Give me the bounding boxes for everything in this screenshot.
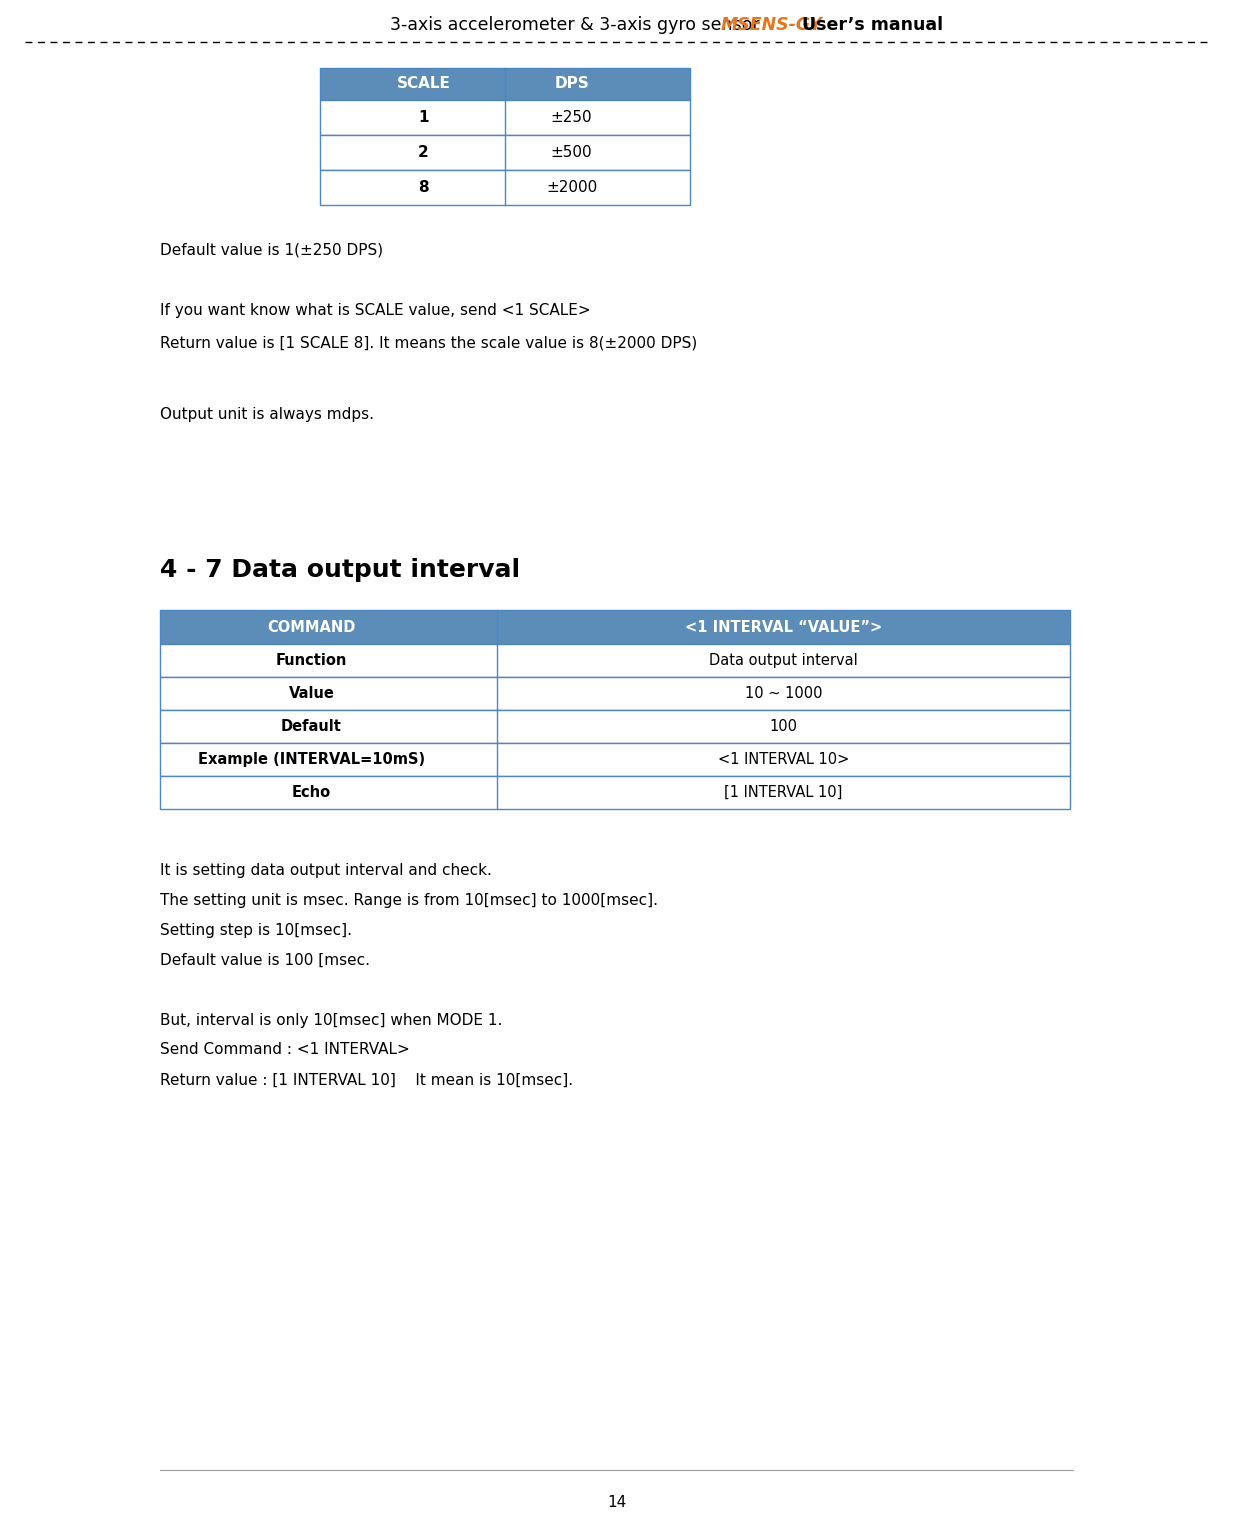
Bar xyxy=(321,100,690,135)
Text: The setting unit is msec. Range is from 10[msec] to 1000[msec].: The setting unit is msec. Range is from … xyxy=(160,893,658,908)
Text: ±2000: ±2000 xyxy=(546,179,597,195)
Text: Function: Function xyxy=(276,653,348,667)
Text: 3-axis accelerometer & 3-axis gyro sensor: 3-axis accelerometer & 3-axis gyro senso… xyxy=(390,15,766,34)
Text: Echo: Echo xyxy=(292,785,332,801)
Text: Default value is 1(±250 DPS): Default value is 1(±250 DPS) xyxy=(160,242,383,258)
Text: Default value is 100 [msec.: Default value is 100 [msec. xyxy=(160,953,370,968)
Text: Send Command : <1 INTERVAL>: Send Command : <1 INTERVAL> xyxy=(160,1043,409,1057)
Text: It is setting data output interval and check.: It is setting data output interval and c… xyxy=(160,862,492,877)
Text: 8: 8 xyxy=(418,179,429,195)
Bar xyxy=(321,135,690,170)
Text: ±250: ±250 xyxy=(551,110,592,124)
Text: 2: 2 xyxy=(418,146,429,160)
Bar xyxy=(160,611,1070,644)
Text: Return value is [1 SCALE 8]. It means the scale value is 8(±2000 DPS): Return value is [1 SCALE 8]. It means th… xyxy=(160,336,697,350)
Text: [1 INTERVAL 10]: [1 INTERVAL 10] xyxy=(724,785,842,801)
Text: 10 ~ 1000: 10 ~ 1000 xyxy=(745,686,822,701)
Text: Value: Value xyxy=(289,686,334,701)
Text: Output unit is always mdps.: Output unit is always mdps. xyxy=(160,408,374,422)
Bar xyxy=(160,742,1070,776)
Bar xyxy=(321,67,690,100)
Text: SCALE: SCALE xyxy=(397,77,450,92)
Text: Example (INTERVAL=10mS): Example (INTERVAL=10mS) xyxy=(199,752,425,767)
Bar xyxy=(160,676,1070,710)
Text: But, interval is only 10[msec] when MODE 1.: But, interval is only 10[msec] when MODE… xyxy=(160,1012,502,1028)
Text: ±500: ±500 xyxy=(551,146,592,160)
Text: Return value : [1 INTERVAL 10]    It mean is 10[msec].: Return value : [1 INTERVAL 10] It mean i… xyxy=(160,1072,573,1088)
Text: 4 - 7 Data output interval: 4 - 7 Data output interval xyxy=(160,558,520,581)
Text: COMMAND: COMMAND xyxy=(268,620,355,635)
Text: Setting step is 10[msec].: Setting step is 10[msec]. xyxy=(160,922,351,937)
Text: User’s manual: User’s manual xyxy=(790,15,943,34)
Bar xyxy=(321,170,690,206)
Bar xyxy=(160,710,1070,742)
Text: Default: Default xyxy=(281,719,342,733)
Text: DPS: DPS xyxy=(554,77,589,92)
Text: 14: 14 xyxy=(607,1496,626,1509)
Bar xyxy=(160,644,1070,676)
Text: <1 INTERVAL 10>: <1 INTERVAL 10> xyxy=(718,752,850,767)
Text: If you want know what is SCALE value, send <1 SCALE>: If you want know what is SCALE value, se… xyxy=(160,302,591,318)
Text: 1: 1 xyxy=(418,110,429,124)
Text: 100: 100 xyxy=(769,719,798,733)
Text: MSENS-GY: MSENS-GY xyxy=(721,15,822,34)
Text: <1 INTERVAL “VALUE”>: <1 INTERVAL “VALUE”> xyxy=(684,620,882,635)
Bar xyxy=(160,776,1070,808)
Text: Data output interval: Data output interval xyxy=(709,653,858,667)
